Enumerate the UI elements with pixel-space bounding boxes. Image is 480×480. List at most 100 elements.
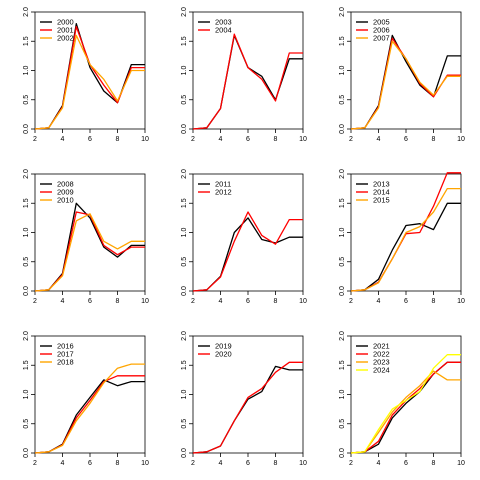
- series-line-2009: [34, 211, 145, 292]
- series-line-2019: [192, 365, 303, 454]
- y-tick-label: 1.5: [339, 36, 346, 46]
- y-tick-label: 1.5: [23, 36, 30, 46]
- y-tick-label: 2.0: [339, 331, 346, 341]
- series-line-2012: [192, 211, 303, 292]
- x-tick-label: 10: [457, 136, 465, 143]
- legend-label: 2005: [373, 18, 390, 27]
- series-line-2023: [350, 370, 461, 454]
- x-tick-label: 4: [219, 460, 223, 467]
- y-tick-label: 0.0: [23, 286, 30, 296]
- x-tick-label: 2: [33, 460, 37, 467]
- x-tick-label: 10: [141, 136, 149, 143]
- x-tick-label: 2: [33, 298, 37, 305]
- series-line-2016: [34, 379, 145, 454]
- x-tick-label: 4: [61, 136, 65, 143]
- y-tick-label: 0.5: [181, 95, 188, 105]
- y-tick-label: 0.0: [339, 124, 346, 134]
- x-tick-label: 6: [404, 298, 408, 305]
- y-tick-label: 0.5: [23, 95, 30, 105]
- y-tick-label: 1.0: [181, 66, 188, 76]
- y-tick-label: 0.0: [181, 448, 188, 458]
- y-tick-label: 0.5: [339, 95, 346, 105]
- x-tick-label: 6: [404, 460, 408, 467]
- x-tick-label: 10: [457, 298, 465, 305]
- series-line-2024: [350, 354, 461, 454]
- legend-label: 2004: [215, 26, 232, 35]
- x-tick-label: 10: [141, 298, 149, 305]
- legend-label: 2013: [373, 180, 390, 189]
- legend-label: 2018: [57, 358, 74, 367]
- legend-label: 2020: [215, 350, 232, 359]
- series-line-2007: [350, 40, 461, 130]
- y-tick-label: 1.0: [23, 228, 30, 238]
- x-tick-label: 8: [432, 136, 436, 143]
- legend-label: 2008: [57, 180, 74, 189]
- x-tick-label: 8: [116, 460, 120, 467]
- x-tick-label: 2: [349, 298, 353, 305]
- series-line-2010: [34, 213, 145, 292]
- y-tick-label: 1.0: [23, 66, 30, 76]
- x-tick-label: 6: [88, 298, 92, 305]
- x-tick-label: 4: [219, 136, 223, 143]
- legend-label: 2009: [57, 188, 74, 197]
- x-tick-label: 4: [61, 298, 65, 305]
- y-tick-label: 0.0: [181, 124, 188, 134]
- x-tick-label: 8: [432, 298, 436, 305]
- y-tick-label: 1.0: [339, 390, 346, 400]
- y-tick-label: 0.5: [23, 257, 30, 267]
- y-tick-label: 2.0: [181, 331, 188, 341]
- x-tick-label: 10: [457, 460, 465, 467]
- y-tick-label: 0.5: [339, 257, 346, 267]
- y-tick-label: 1.5: [339, 198, 346, 208]
- y-tick-label: 0.0: [23, 124, 30, 134]
- legend-label: 2022: [373, 350, 390, 359]
- y-tick-label: 1.0: [181, 390, 188, 400]
- legend-label: 2021: [373, 342, 390, 351]
- y-tick-label: 2.0: [23, 7, 30, 17]
- x-tick-label: 6: [88, 460, 92, 467]
- y-tick-label: 2.0: [23, 331, 30, 341]
- legend-label: 2016: [57, 342, 74, 351]
- series-line-2022: [350, 361, 461, 454]
- legend-label: 2007: [373, 34, 390, 43]
- series-line-2011: [192, 217, 303, 292]
- series-line-2015: [350, 187, 461, 292]
- series-line-2021: [350, 361, 461, 454]
- legend-label: 2019: [215, 342, 232, 351]
- x-tick-label: 2: [33, 136, 37, 143]
- legend-label: 2010: [57, 196, 74, 205]
- y-tick-label: 0.5: [181, 419, 188, 429]
- y-tick-label: 2.0: [339, 169, 346, 179]
- series-line-2013: [350, 202, 461, 292]
- series-line-2006: [350, 37, 461, 130]
- y-tick-label: 1.5: [181, 198, 188, 208]
- series-line-2018: [34, 363, 145, 454]
- x-tick-label: 6: [88, 136, 92, 143]
- legend-label: 2003: [215, 18, 232, 27]
- y-tick-label: 1.0: [23, 390, 30, 400]
- x-tick-label: 10: [299, 460, 307, 467]
- y-tick-label: 0.0: [181, 286, 188, 296]
- y-tick-label: 0.5: [23, 419, 30, 429]
- x-tick-label: 2: [191, 298, 195, 305]
- y-tick-label: 0.0: [339, 286, 346, 296]
- legend-label: 2001: [57, 26, 74, 35]
- y-tick-label: 1.5: [339, 360, 346, 370]
- x-tick-label: 10: [299, 136, 307, 143]
- y-tick-label: 1.5: [23, 360, 30, 370]
- y-tick-label: 1.5: [181, 36, 188, 46]
- legend-label: 2002: [57, 34, 74, 43]
- x-tick-label: 6: [404, 136, 408, 143]
- x-tick-label: 8: [116, 136, 120, 143]
- x-tick-label: 2: [349, 136, 353, 143]
- x-tick-label: 4: [377, 136, 381, 143]
- x-tick-label: 2: [191, 460, 195, 467]
